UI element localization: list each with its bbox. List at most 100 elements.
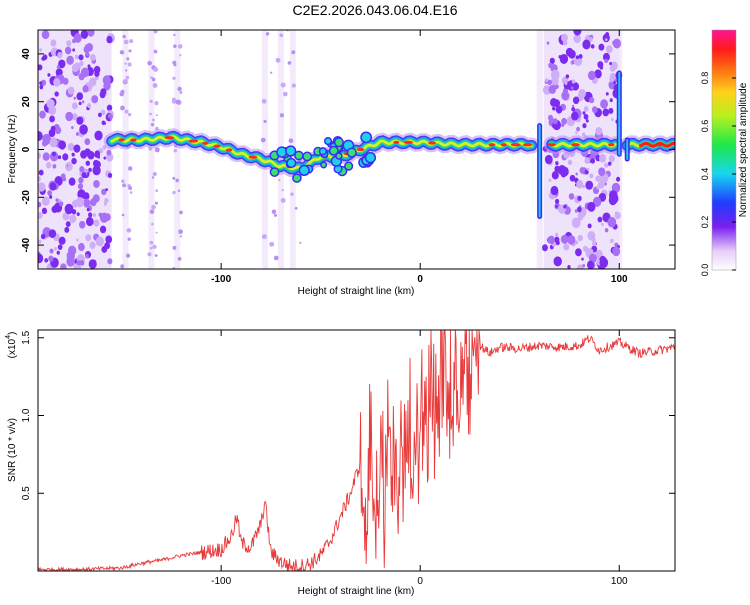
noise-speck <box>95 222 99 226</box>
noise-speck <box>559 53 569 64</box>
noise-speck <box>38 212 43 219</box>
noise-speck <box>577 195 582 201</box>
noise-speck <box>597 216 603 223</box>
streak-speck <box>126 228 132 233</box>
colorbar-frame <box>711 29 737 271</box>
snr-plot-area <box>38 330 675 571</box>
noise-speck <box>590 44 595 49</box>
noise-speck <box>561 33 568 42</box>
snr-ytick-label: 1.0 <box>21 408 32 422</box>
spec-ytick-label: -20 <box>21 190 32 205</box>
ridge-blob-core <box>335 138 343 146</box>
noise-speck <box>71 209 77 215</box>
noise-speck <box>58 59 66 69</box>
noise-speck <box>92 213 97 218</box>
noise-speck <box>94 150 100 157</box>
noise-speck <box>94 130 103 141</box>
noise-speck <box>104 198 109 204</box>
streak-speck <box>155 189 159 193</box>
streak-speck <box>291 83 296 88</box>
noise-speck <box>564 81 568 86</box>
noise-speck <box>562 39 568 46</box>
noise-speck <box>555 161 559 166</box>
noise-speck <box>88 212 93 218</box>
snr-scale-prefix: (x10 <box>7 338 18 358</box>
ridge-blob-core <box>271 168 278 176</box>
noise-speck <box>47 190 53 196</box>
noise-speck <box>89 198 97 207</box>
noise-speck <box>76 116 84 125</box>
streak-speck <box>172 266 176 269</box>
ridge-hotspot <box>164 136 175 140</box>
noise-speck <box>578 54 583 59</box>
noise-speck <box>39 84 44 90</box>
ridge-hotspot <box>118 138 125 142</box>
streak-speck <box>147 252 152 257</box>
ridge-blob-core <box>300 166 309 175</box>
streak-speck <box>178 229 183 235</box>
noise-speck <box>605 38 608 42</box>
noise-speck <box>563 243 570 251</box>
ridge-blob-core <box>271 151 279 159</box>
noise-speck <box>587 201 596 212</box>
noise-speck <box>586 167 590 171</box>
noise-speck <box>589 173 594 179</box>
noise-speck <box>64 203 74 215</box>
noise-speck <box>38 152 41 159</box>
noise-speck <box>571 104 575 108</box>
noise-speck <box>62 77 69 85</box>
noise-speck <box>80 67 90 78</box>
streak-speck <box>125 253 131 258</box>
ridge-blob-core <box>303 152 311 160</box>
streak-speck <box>279 113 285 118</box>
noise-speck <box>608 154 615 163</box>
streak-speck <box>270 71 273 74</box>
snr-ytick-label: 1.5 <box>21 330 32 344</box>
noise-speck <box>76 238 79 242</box>
noise-speck <box>600 99 609 109</box>
noise-speck <box>561 117 567 125</box>
noise-speck <box>65 221 71 227</box>
noise-speck <box>575 55 580 60</box>
streak-speck <box>279 33 284 38</box>
noise-speck <box>60 173 66 180</box>
noise-speck <box>581 257 584 261</box>
streak-speck <box>120 105 125 111</box>
streak-speck <box>149 99 153 103</box>
ridge-hotspot <box>225 148 233 152</box>
noise-speck <box>78 177 84 184</box>
ridge-blob-core <box>330 147 338 155</box>
noise-speck <box>53 78 61 87</box>
ridge-hotspot <box>393 140 400 144</box>
ridge-hotspot <box>248 155 258 159</box>
streak-speck <box>173 148 178 153</box>
streak-speck <box>172 176 176 180</box>
noise-speck <box>62 153 69 161</box>
noise-speck <box>41 30 50 40</box>
noise-speck <box>97 112 102 118</box>
noise-speck <box>107 172 113 178</box>
noise-speck <box>614 211 621 220</box>
streak-speck <box>173 44 177 48</box>
streak-speck <box>127 112 132 117</box>
noise-speck <box>56 65 60 69</box>
noise-speck <box>50 125 56 132</box>
streak-speck <box>177 256 182 261</box>
streak-speck <box>265 32 270 36</box>
noise-speck <box>609 64 616 72</box>
noise-speck <box>66 55 74 65</box>
noise-speck <box>604 58 608 64</box>
ridge-blob-core <box>320 148 326 154</box>
noise-speck <box>589 97 595 104</box>
noise-speck <box>605 45 613 54</box>
streak-speck <box>152 82 158 88</box>
noise-speck <box>592 196 602 207</box>
noise-speck <box>87 30 95 37</box>
streak-speck <box>127 62 132 67</box>
streak-speck <box>149 240 154 245</box>
noise-speck <box>572 96 580 105</box>
noise-speck <box>60 263 67 269</box>
noise-speck <box>554 198 560 204</box>
noise-speck <box>584 157 591 165</box>
